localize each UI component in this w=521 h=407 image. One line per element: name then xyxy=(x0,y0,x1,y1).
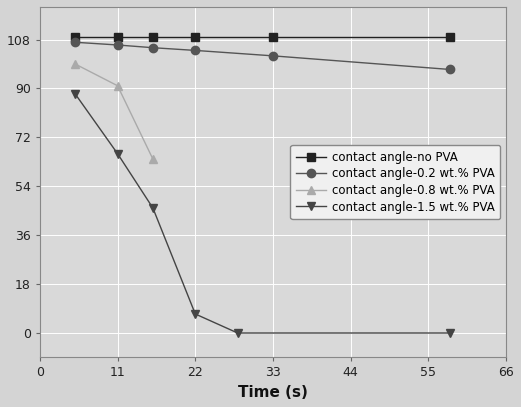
contact angle-0.8 wt.% PVA xyxy=(72,61,78,66)
contact angle-no PVA xyxy=(150,35,156,39)
contact angle-0.2 wt.% PVA xyxy=(72,40,78,45)
contact angle-0.2 wt.% PVA xyxy=(192,48,199,53)
contact angle-0.2 wt.% PVA xyxy=(446,67,453,72)
X-axis label: Time (s): Time (s) xyxy=(238,385,308,400)
contact angle-no PVA xyxy=(115,35,121,39)
contact angle-0.2 wt.% PVA xyxy=(150,45,156,50)
Line: contact angle-0.8 wt.% PVA: contact angle-0.8 wt.% PVA xyxy=(71,60,157,163)
Legend: contact angle-no PVA, contact angle-0.2 wt.% PVA, contact angle-0.8 wt.% PVA, co: contact angle-no PVA, contact angle-0.2 … xyxy=(290,145,500,219)
Line: contact angle-0.2 wt.% PVA: contact angle-0.2 wt.% PVA xyxy=(71,38,454,74)
contact angle-no PVA xyxy=(270,35,276,39)
Line: contact angle-no PVA: contact angle-no PVA xyxy=(71,33,454,41)
contact angle-1.5 wt.% PVA xyxy=(72,92,78,96)
contact angle-0.8 wt.% PVA xyxy=(150,157,156,162)
contact angle-no PVA xyxy=(446,35,453,39)
contact angle-0.2 wt.% PVA xyxy=(115,43,121,48)
contact angle-1.5 wt.% PVA xyxy=(150,206,156,210)
contact angle-0.2 wt.% PVA xyxy=(270,53,276,58)
contact angle-0.8 wt.% PVA xyxy=(115,83,121,88)
contact angle-no PVA xyxy=(72,35,78,39)
Line: contact angle-1.5 wt.% PVA: contact angle-1.5 wt.% PVA xyxy=(71,90,454,337)
contact angle-1.5 wt.% PVA xyxy=(446,330,453,335)
contact angle-no PVA xyxy=(192,35,199,39)
contact angle-1.5 wt.% PVA xyxy=(192,311,199,316)
contact angle-1.5 wt.% PVA xyxy=(115,151,121,156)
contact angle-1.5 wt.% PVA xyxy=(234,330,241,335)
